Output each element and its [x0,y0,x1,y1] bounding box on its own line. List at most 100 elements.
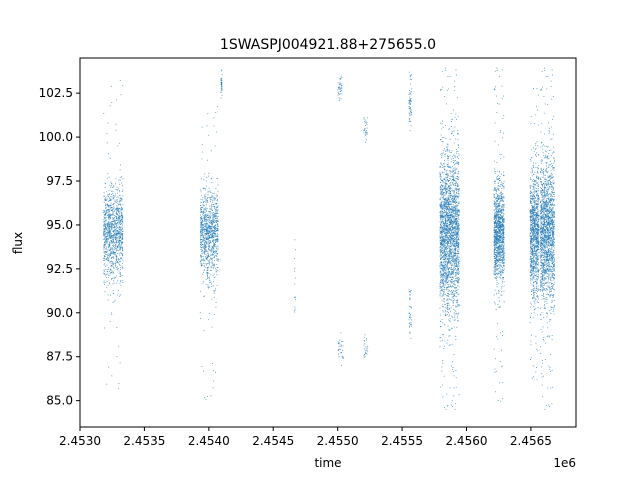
data-point [453,375,455,377]
data-point [458,262,460,264]
data-point [214,225,216,227]
data-point [112,271,114,273]
data-point [214,276,216,278]
data-point [112,217,114,219]
data-point [440,261,442,263]
data-point [212,239,214,241]
data-point [446,266,448,268]
data-point [201,211,203,213]
data-point [206,233,208,235]
data-point [207,201,209,203]
data-point [449,204,451,206]
data-point [211,230,213,231]
data-point [440,213,442,215]
data-point [215,263,217,265]
data-point [117,249,119,251]
data-point [122,236,123,238]
data-point [455,306,457,308]
data-point [200,211,202,212]
data-point [440,206,442,208]
data-point [204,243,206,245]
data-point [445,268,447,270]
data-point [440,386,442,388]
data-point [457,271,459,273]
data-point [207,215,209,216]
data-point [455,235,457,236]
data-point [443,291,445,293]
data-point [457,211,459,213]
data-point [111,257,113,259]
data-point [409,315,411,317]
data-point [294,297,296,299]
data-point [410,92,412,94]
data-point [214,267,216,269]
data-point [498,220,500,222]
data-point [103,270,105,272]
data-point [454,241,456,242]
data-point [439,295,441,297]
data-point [110,261,112,263]
data-point [451,203,453,205]
data-point [217,223,218,225]
data-point [220,84,222,86]
data-point [199,217,201,219]
data-point [442,247,444,249]
data-point [446,226,448,228]
data-point [217,220,219,222]
data-point [455,246,457,248]
data-point [212,232,214,234]
data-point [207,236,209,238]
data-point [445,221,447,223]
data-point [455,200,456,201]
data-point [444,201,446,203]
data-point [440,211,442,213]
data-point [441,221,443,223]
data-point [455,284,457,286]
data-point [204,225,206,227]
data-point [116,223,117,224]
data-point [441,171,443,173]
data-point [207,191,209,192]
data-point [221,69,223,71]
data-point [449,238,451,240]
data-point [439,242,441,243]
data-point [442,291,444,293]
data-point [215,220,217,222]
data-point [409,130,411,132]
data-point [447,226,449,228]
data-point [221,86,223,88]
data-point [456,228,458,230]
data-point [448,211,450,213]
data-point [221,85,223,87]
data-point [103,272,105,274]
data-point [364,355,366,357]
data-point [443,246,445,248]
data-point [111,235,113,237]
data-point [215,208,217,210]
data-point [106,223,108,225]
data-point [441,243,443,245]
data-point [340,352,342,354]
data-point [448,180,450,181]
data-point [447,203,449,205]
data-point [108,243,110,245]
data-point [451,270,453,272]
data-point [409,323,411,325]
data-point [110,232,112,234]
data-point [113,235,114,237]
data-point [448,188,450,190]
data-point [206,243,208,245]
data-point [206,227,208,229]
data-point [410,88,412,90]
data-point [117,266,119,268]
data-point [443,253,445,255]
data-point [444,239,445,241]
data-point [107,223,109,225]
data-point [457,242,459,244]
data-point [210,205,212,207]
data-point [204,216,206,218]
data-point [449,208,451,210]
data-point [494,140,496,142]
data-point [119,198,121,200]
data-point [445,282,447,284]
